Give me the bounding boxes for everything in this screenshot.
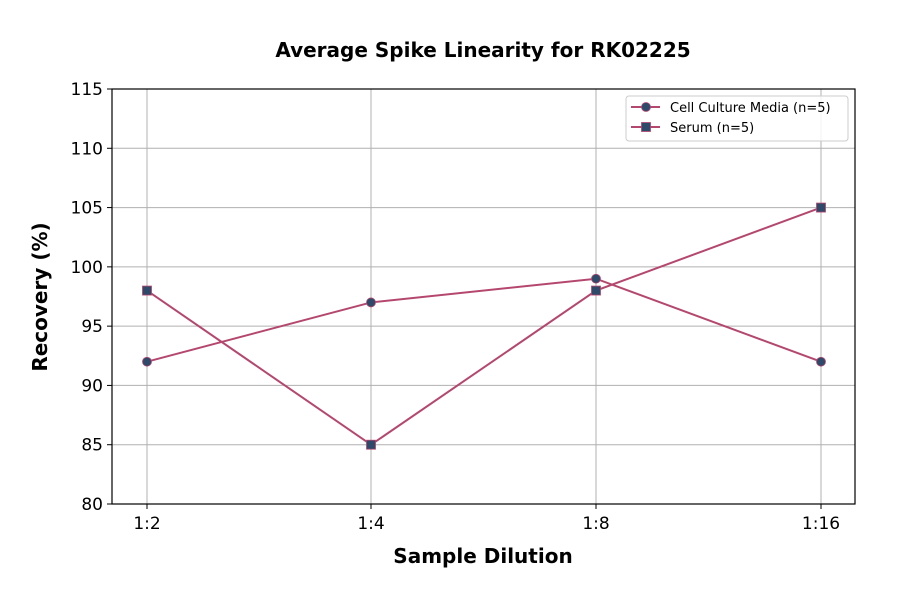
x-tick-label: 1:4 xyxy=(357,514,384,534)
legend-label: Serum (n=5) xyxy=(670,121,754,136)
legend-marker xyxy=(641,122,651,132)
y-tick-label: 95 xyxy=(81,317,103,337)
y-tick-label: 115 xyxy=(71,80,103,100)
chart-title: Average Spike Linearity for RK02225 xyxy=(275,38,690,62)
y-tick-label: 105 xyxy=(71,199,103,219)
y-tick-label: 85 xyxy=(81,436,103,456)
x-tick-label: 1:2 xyxy=(133,514,160,534)
data-point xyxy=(591,273,601,284)
data-point xyxy=(142,285,152,296)
legend-label: Cell Culture Media (n=5) xyxy=(670,101,831,116)
y-tick-label: 110 xyxy=(71,139,103,159)
x-tick-label: 1:16 xyxy=(802,514,840,534)
legend: Cell Culture Media (n=5) Serum (n=5) xyxy=(625,95,849,142)
y-tick-label: 100 xyxy=(71,258,103,278)
data-point xyxy=(591,285,601,296)
legend-box xyxy=(625,95,849,142)
legend-marker xyxy=(641,102,651,112)
x-tick-label: 1:8 xyxy=(582,514,609,534)
y-tick-label: 80 xyxy=(81,495,103,515)
data-point xyxy=(142,356,152,367)
data-point xyxy=(816,356,826,367)
data-point xyxy=(366,439,376,450)
data-point xyxy=(366,297,376,308)
x-axis-label: Sample Dilution xyxy=(393,544,572,568)
y-tick-label: 90 xyxy=(81,376,103,396)
plot-area xyxy=(111,88,856,505)
series-line-1 xyxy=(146,206,822,446)
series-line-0 xyxy=(146,277,822,363)
data-point xyxy=(816,202,826,213)
y-axis-label: Recovery (%) xyxy=(28,222,52,371)
